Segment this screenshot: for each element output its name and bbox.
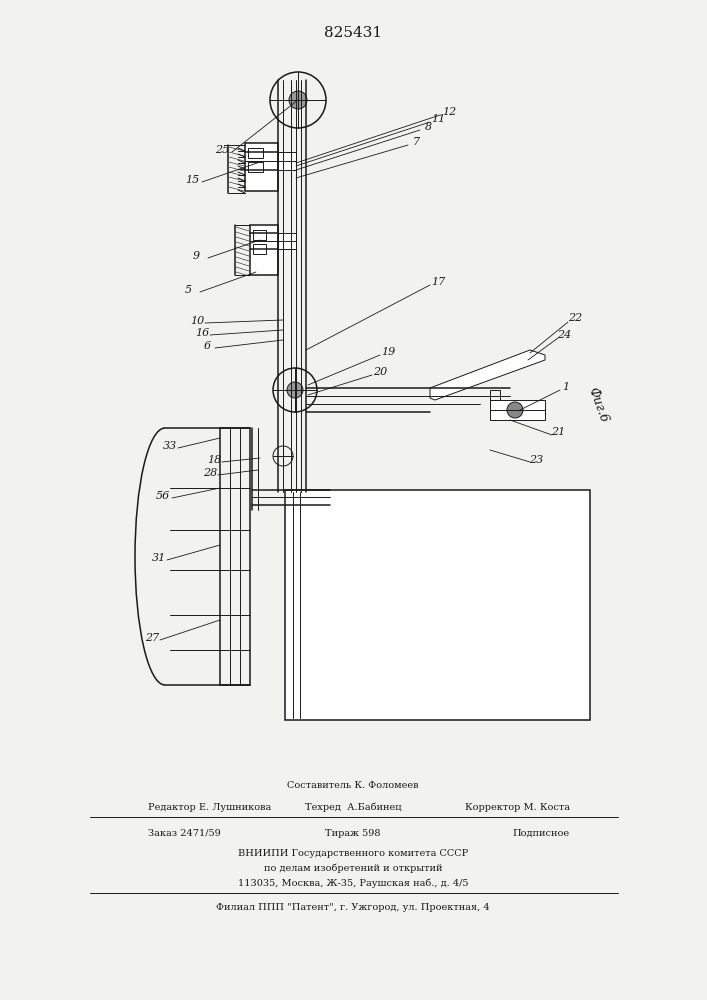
Text: ВНИИПИ Государственного комитета СССР: ВНИИПИ Государственного комитета СССР	[238, 848, 468, 857]
Circle shape	[287, 382, 303, 398]
Bar	[285, 490, 590, 720]
Text: 17: 17	[431, 277, 445, 287]
Text: 18: 18	[207, 455, 221, 465]
Text: Составитель К. Фоломеев: Составитель К. Фоломеев	[287, 780, 419, 790]
Text: 33: 33	[163, 441, 177, 451]
Text: 10: 10	[190, 316, 204, 326]
Text: Техред  А.Бабинец: Техред А.Бабинец	[305, 802, 402, 812]
Text: 9: 9	[192, 251, 199, 261]
Text: 5: 5	[185, 285, 192, 295]
Text: 113035, Москва, Ж-35, Раушская наб., д. 4/5: 113035, Москва, Ж-35, Раушская наб., д. …	[238, 878, 468, 888]
Text: 24: 24	[557, 330, 571, 340]
Text: 16: 16	[195, 328, 209, 338]
Circle shape	[507, 402, 523, 418]
Text: 15: 15	[185, 175, 199, 185]
Text: Филиал ППП "Патент", г. Ужгород, ул. Проектная, 4: Филиал ППП "Патент", г. Ужгород, ул. Про…	[216, 904, 490, 912]
Bar	[490, 400, 545, 420]
Text: 8: 8	[424, 122, 431, 132]
Bar	[278, 233, 296, 249]
Text: 19: 19	[381, 347, 395, 357]
Bar	[248, 148, 263, 158]
Bar	[253, 230, 266, 240]
Text: 28: 28	[203, 468, 217, 478]
Text: Редактор Е. Лушникова: Редактор Е. Лушникова	[148, 802, 271, 812]
Text: 11: 11	[431, 114, 445, 124]
Bar	[250, 225, 278, 275]
Text: 27: 27	[145, 633, 159, 643]
Text: 31: 31	[152, 553, 166, 563]
Text: 22: 22	[568, 313, 582, 323]
Text: 825431: 825431	[324, 26, 382, 40]
Text: 6: 6	[204, 341, 211, 351]
Bar	[490, 390, 500, 400]
Text: 7: 7	[412, 137, 419, 147]
Bar	[253, 244, 266, 254]
Text: 21: 21	[551, 427, 565, 437]
Bar	[220, 428, 250, 685]
Bar	[278, 152, 296, 170]
Text: Тираж 598: Тираж 598	[325, 828, 381, 838]
Bar	[245, 143, 278, 191]
Text: 12: 12	[442, 107, 456, 117]
Bar	[248, 162, 263, 172]
Text: Корректор М. Коста: Корректор М. Коста	[465, 802, 570, 812]
Text: 20: 20	[373, 367, 387, 377]
Text: 1: 1	[563, 382, 570, 392]
Text: 25: 25	[215, 145, 229, 155]
Text: Заказ 2471/59: Заказ 2471/59	[148, 828, 221, 838]
Polygon shape	[430, 350, 545, 400]
Text: 56: 56	[156, 491, 170, 501]
Text: 23: 23	[529, 455, 543, 465]
Text: Фиг.6: Фиг.6	[585, 386, 610, 424]
Circle shape	[289, 91, 307, 109]
Text: Подписное: Подписное	[513, 828, 570, 838]
Text: по делам изобретений и открытий: по делам изобретений и открытий	[264, 863, 443, 873]
